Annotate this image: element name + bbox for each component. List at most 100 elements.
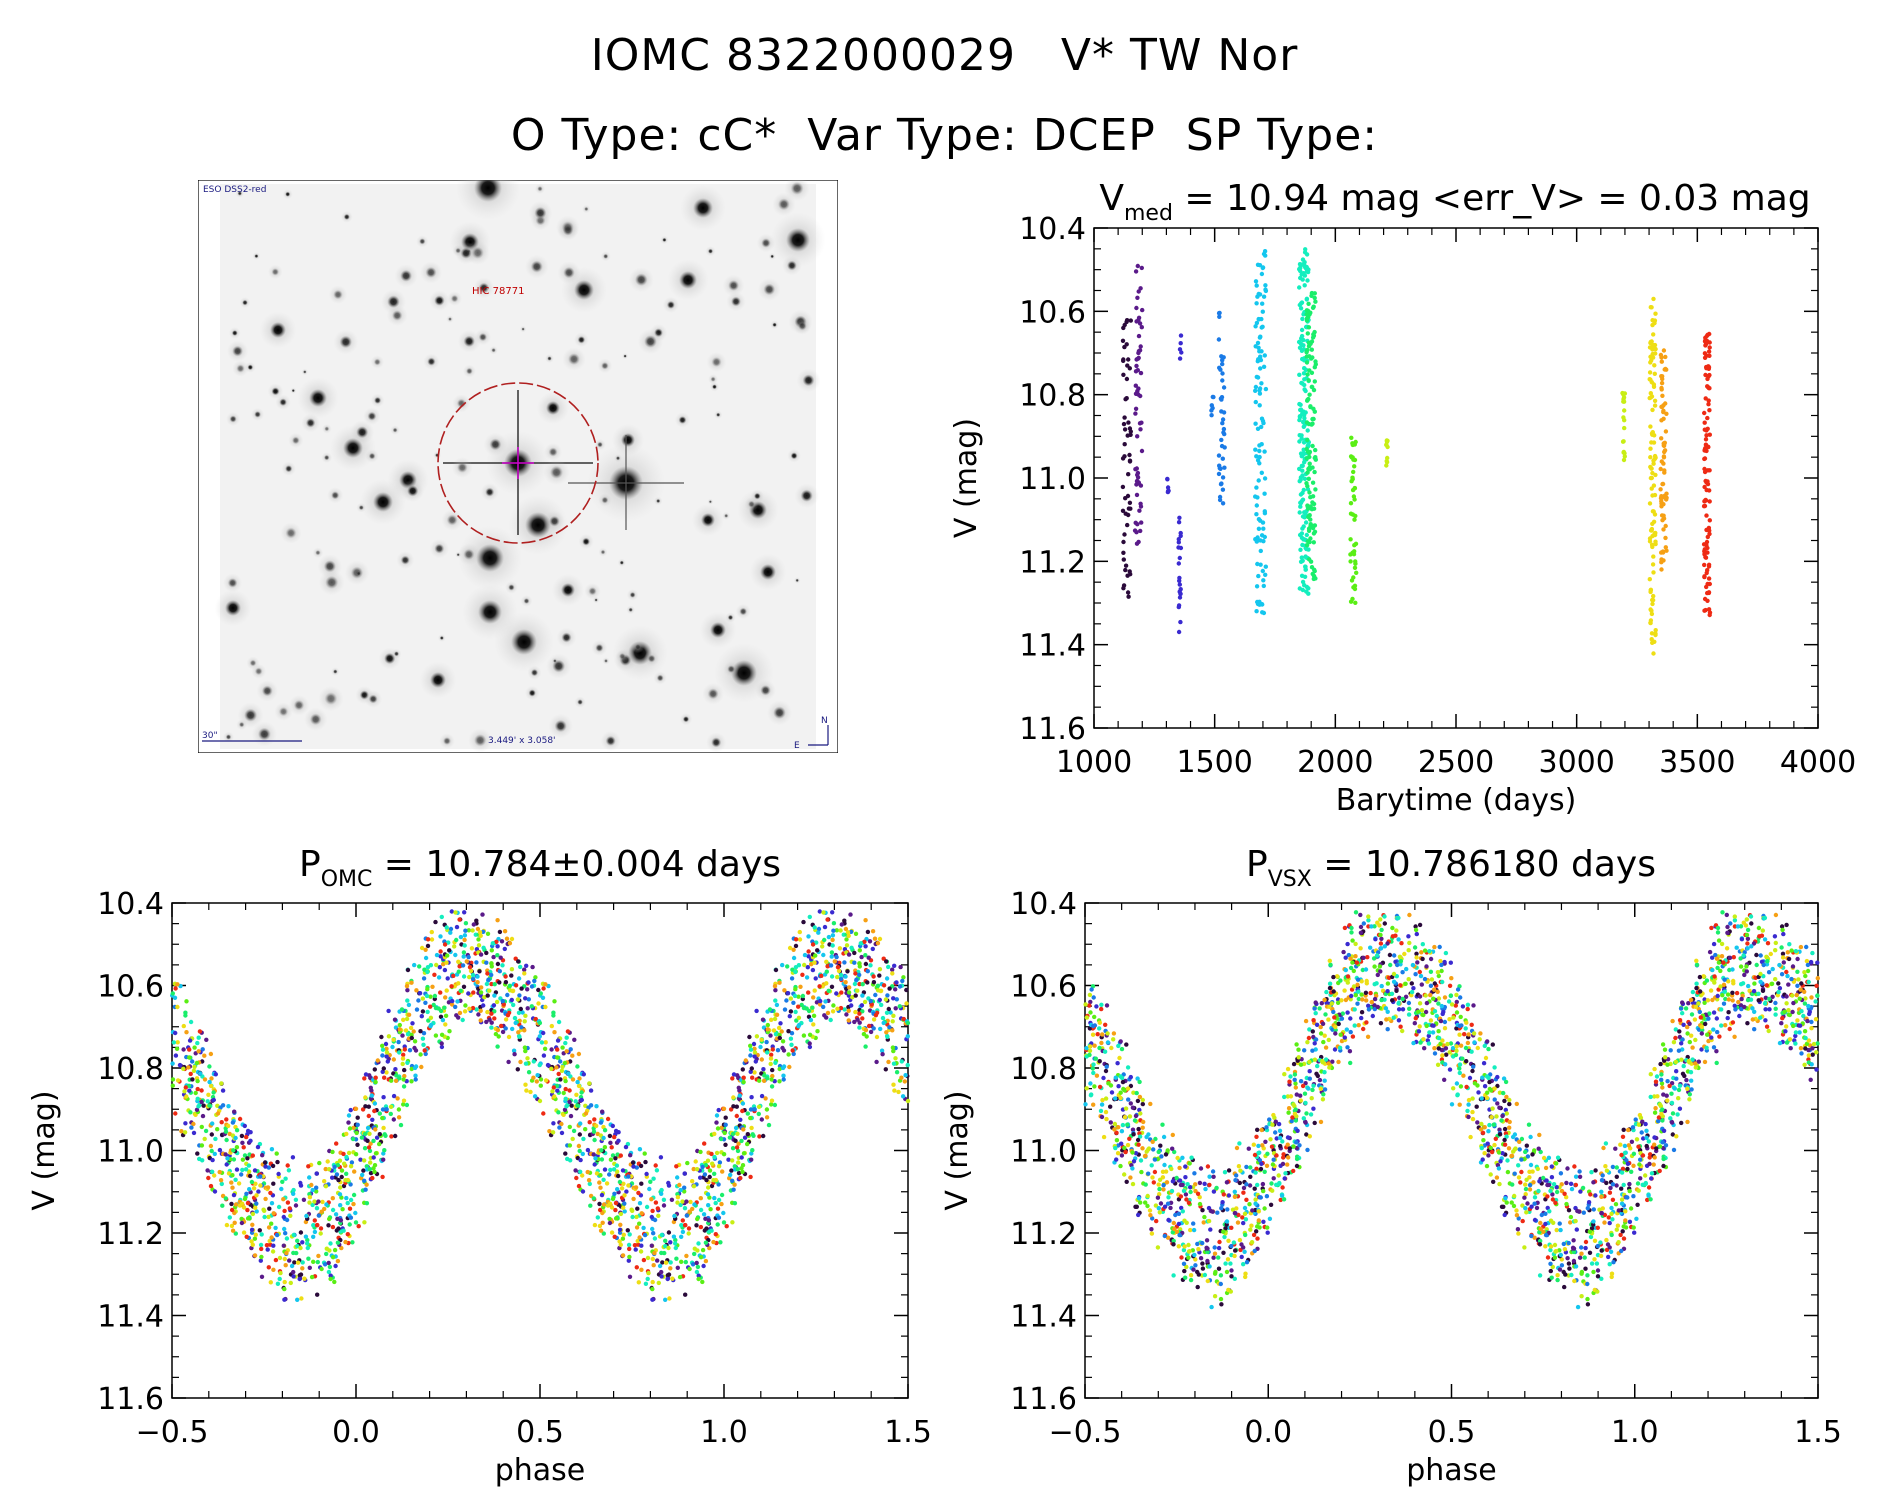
phase_vsx-title: PVSX = 10.786180 days <box>1246 844 1656 892</box>
phase_omc-point <box>311 1234 316 1240</box>
phase_omc-point <box>872 936 878 941</box>
finder-starfield <box>214 180 826 753</box>
phase_omc-point <box>641 1225 646 1231</box>
phase_omc-point <box>698 1207 704 1213</box>
phase_omc-point <box>341 1228 346 1233</box>
lightcurve-point <box>1650 407 1655 413</box>
lightcurve-point <box>1705 415 1710 421</box>
phase_omc-point <box>282 1286 287 1292</box>
phase_omc-point <box>677 1274 683 1280</box>
phase_omc-point <box>478 990 484 995</box>
phase_omc-point <box>788 1009 794 1014</box>
lightcurve-point <box>1706 374 1711 379</box>
finder-faint-star <box>554 719 567 733</box>
phase_omc-point <box>457 917 462 922</box>
lightcurve-point <box>1134 319 1139 324</box>
phase_omc-point <box>638 1163 644 1169</box>
phase_omc-point <box>362 1220 367 1225</box>
phase_omc-point <box>650 1286 655 1292</box>
phase_omc-point <box>837 946 843 951</box>
finder-faint-star <box>603 253 609 259</box>
finder-faint-star <box>285 191 291 197</box>
phase_omc-point <box>323 1184 329 1189</box>
phase_omc-point <box>485 993 490 998</box>
lightcurve-point <box>1702 410 1707 416</box>
phase_omc-point <box>868 963 873 968</box>
phase_omc-point <box>226 1104 231 1109</box>
phase_omc-point <box>579 1090 584 1095</box>
lightcurve-point <box>1702 503 1708 509</box>
phase_omc-point <box>517 993 522 998</box>
phase_omc-point <box>170 1077 176 1082</box>
phase_omc-frame <box>171 902 909 1399</box>
phase_omc-point <box>413 1073 418 1078</box>
phase_omc-point <box>592 1162 597 1167</box>
phase_omc-point <box>891 1013 896 1018</box>
lightcurve-point <box>1176 629 1182 635</box>
lightcurve-point <box>1707 432 1713 437</box>
phase_omc-point <box>271 1211 276 1216</box>
phase_omc-point <box>346 1150 352 1156</box>
finder-faint-star <box>707 688 719 700</box>
lightcurve-point <box>1123 511 1128 516</box>
lightcurve-point <box>1216 453 1222 458</box>
phase_omc-point <box>192 1045 197 1050</box>
lightcurve-ytick-label: 10.8 <box>1019 379 1086 414</box>
phase_omc-point <box>249 1227 255 1233</box>
phase_omc-point <box>371 1155 376 1160</box>
phase_omc-point <box>291 1250 296 1256</box>
phase_vsx-point <box>1280 1185 1285 1190</box>
phase_vsx-point <box>1648 1072 1654 1077</box>
phase_omc-point <box>319 1209 324 1214</box>
lightcurve-point <box>1305 269 1311 275</box>
phase_vsx-point <box>1412 1021 1418 1026</box>
lightcurve-point <box>1308 495 1313 500</box>
phase_omc-point <box>320 1199 325 1205</box>
phase_omc-point <box>242 1196 248 1202</box>
lightcurve-point <box>1702 484 1707 490</box>
phase_omc-point <box>207 1103 212 1108</box>
phase_omc-point <box>875 983 881 988</box>
phase_omc-point <box>595 1215 600 1220</box>
phase_omc-point <box>449 1002 455 1007</box>
finder-faint-star <box>790 452 798 460</box>
phase_omc-point <box>183 1085 188 1090</box>
finder-faint-star <box>550 465 563 479</box>
phase_omc-point <box>458 934 464 940</box>
phase_omc-point <box>847 985 852 990</box>
phase_omc-point <box>389 1134 394 1139</box>
lightcurve-point <box>1310 480 1316 485</box>
phase_omc-point <box>884 1010 890 1015</box>
phase_vsx-point <box>1468 1134 1473 1140</box>
phase_omc-point <box>261 1207 266 1212</box>
lightcurve-point <box>1703 554 1708 560</box>
lightcurve-point <box>1352 583 1358 588</box>
phase_omc-point <box>500 1029 506 1035</box>
phase_omc-point <box>727 1135 733 1140</box>
phase_omc-point <box>645 1255 651 1261</box>
phase_omc-point <box>204 1037 209 1043</box>
phase_omc-point <box>447 1029 452 1034</box>
phase_omc-point <box>585 1147 591 1153</box>
phase_omc-point <box>657 1263 663 1269</box>
phase_omc-point <box>420 1009 426 1014</box>
lightcurve-point <box>1262 476 1268 481</box>
phase_omc-point <box>217 1169 222 1175</box>
phase_vsx-point <box>1188 1189 1193 1195</box>
phase_omc-point <box>444 988 449 993</box>
phase_omc-point <box>741 1151 747 1156</box>
phase_vsx-point <box>1796 977 1801 982</box>
lightcurve-point <box>1254 374 1260 380</box>
phase_omc-point <box>314 1171 319 1176</box>
phase_omc-point <box>401 1052 406 1058</box>
phase_omc-point <box>245 1128 251 1134</box>
phase_omc-point <box>777 980 782 985</box>
lightcurve-point <box>1220 501 1226 506</box>
phase_omc-point <box>277 1276 282 1282</box>
phase_omc-point <box>421 1042 426 1048</box>
phase_omc-point <box>817 1002 823 1007</box>
phase_vsx-point <box>1182 1268 1187 1274</box>
finder-faint-star <box>450 294 459 303</box>
phase_vsx-point <box>1179 1255 1184 1260</box>
lightcurve-point <box>1353 600 1358 605</box>
